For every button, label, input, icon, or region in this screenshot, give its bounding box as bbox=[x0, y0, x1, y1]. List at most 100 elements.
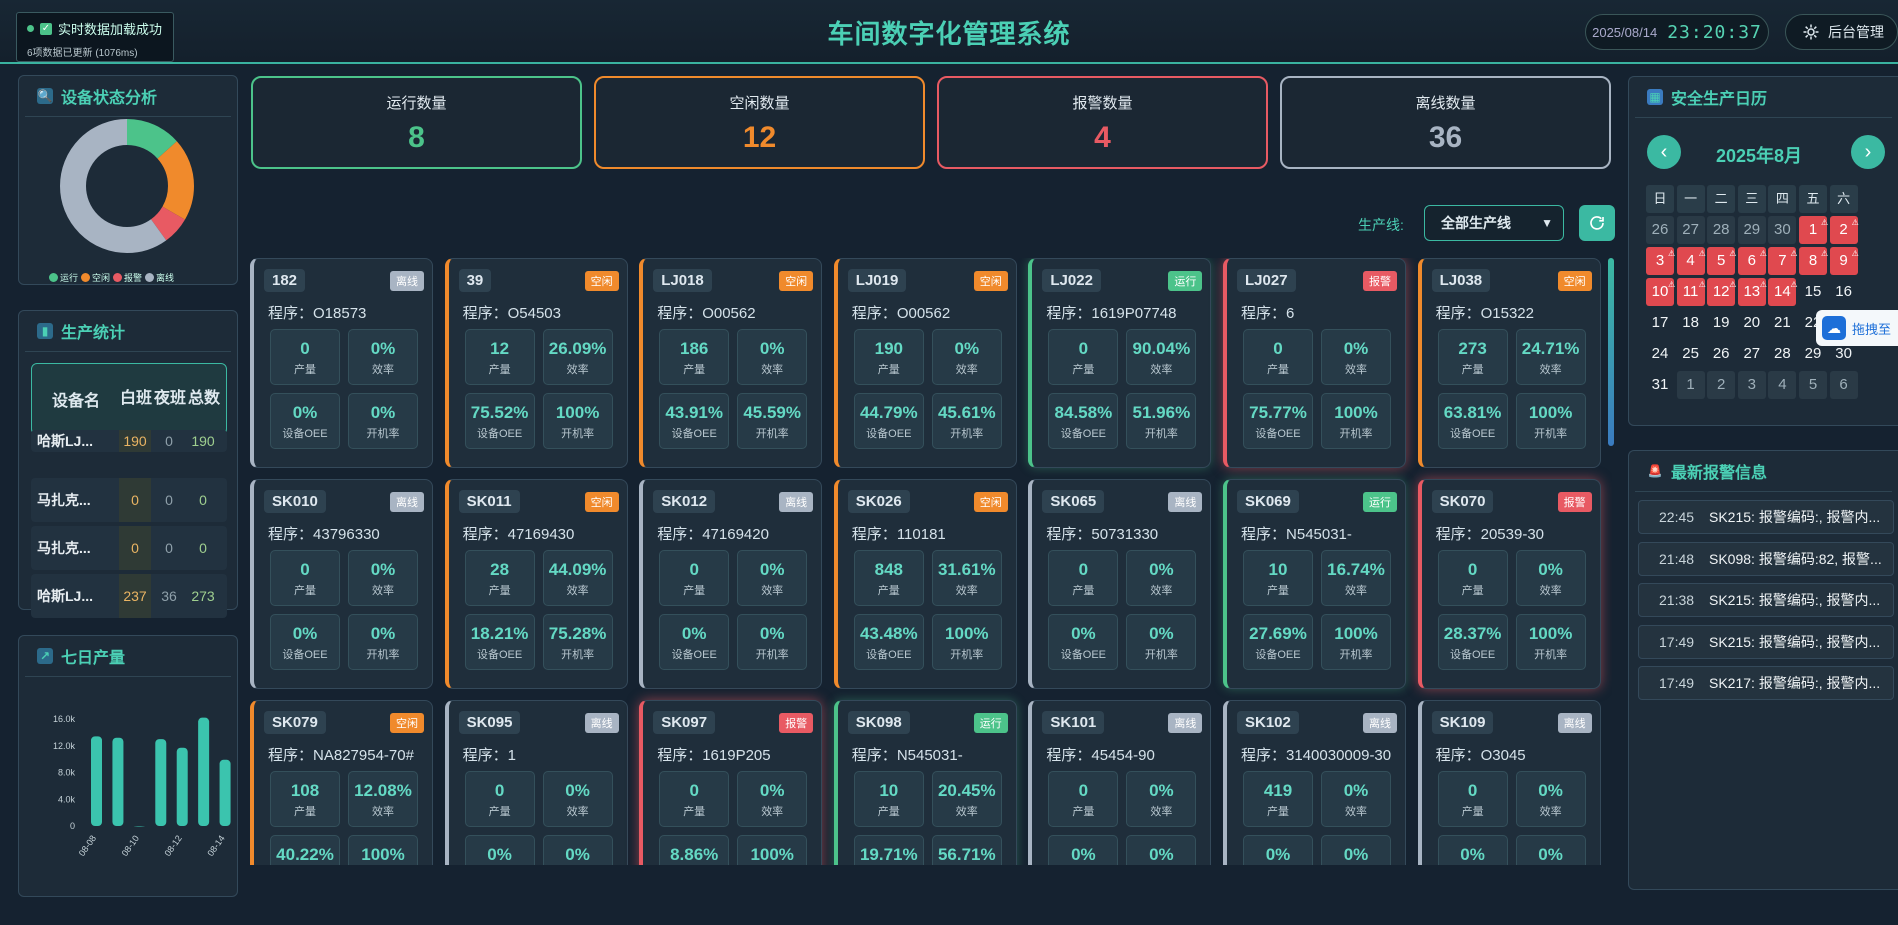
alarm-item[interactable]: 21:38 SK215: 报警编码:, 报警内... bbox=[1638, 583, 1894, 617]
device-card[interactable]: SK026 空闲 程序：110181 848 产量 31.61% 效率 43.48% 设备OEE… bbox=[833, 479, 1017, 689]
calendar-day[interactable]: 4 bbox=[1768, 371, 1797, 399]
device-card[interactable]: SK069 运行 程序：N545031- 10 产量 16.74% 效率 27.69% 设备OE… bbox=[1223, 479, 1406, 689]
calendar-day[interactable]: 2 bbox=[1707, 371, 1736, 399]
program-value: O00562 bbox=[702, 305, 756, 322]
device-card[interactable]: SK102离线程序：3140030009-30419产量0%效率0%设备OEE0… bbox=[1223, 700, 1406, 865]
calendar-day[interactable]: 21 bbox=[1774, 314, 1791, 331]
device-card[interactable]: SK065 离线 程序：50731330 0 产量 0% 效率 0% 设备OEE 0% 开机率 bbox=[1028, 479, 1212, 689]
metric-value: 419 bbox=[1263, 781, 1293, 800]
metric-value: 63.81% bbox=[1443, 403, 1502, 422]
alarm-item[interactable]: 17:49 SK217: 报警编码:, 报警内... bbox=[1638, 666, 1894, 700]
metric-value: 28 bbox=[490, 560, 510, 579]
device-card[interactable]: 39 空闲 程序：O54503 12 产量 26.09% 效率 75.52% 设备OEE 100%… bbox=[444, 258, 628, 468]
alarm-item[interactable]: 22:45 SK215: 报警编码:, 报警内... bbox=[1638, 500, 1894, 534]
calendar-title: 安全生产日历 bbox=[1671, 91, 1768, 108]
calendar-day[interactable]: 17 bbox=[1651, 314, 1669, 331]
calendar-day[interactable]: 25 bbox=[1682, 345, 1699, 362]
alarm-item[interactable]: 17:49 SK215: 报警编码:, 报警内... bbox=[1638, 624, 1894, 659]
calendar-day[interactable]: 5 bbox=[1799, 371, 1827, 399]
device-card[interactable]: LJ018 空闲 程序：O00562 186 产量 0% 效率 43.91% 设备OEE 45.5… bbox=[639, 258, 823, 468]
calendar-day[interactable]: 3 bbox=[1646, 247, 1674, 275]
metric-tile: 0% 效率 bbox=[1515, 771, 1586, 827]
calendar-day[interactable]: 16 bbox=[1835, 283, 1852, 300]
card-header: SK070 报警 bbox=[1431, 490, 1592, 513]
admin-button[interactable]: 后台管理 bbox=[1785, 14, 1898, 50]
drag-float-button[interactable]: ☁ 拖拽至 bbox=[1816, 310, 1898, 346]
card-header: LJ027 报警 bbox=[1237, 269, 1397, 292]
summary-label: 运行数量 bbox=[386, 95, 447, 112]
metric-value: 0% bbox=[1071, 624, 1096, 643]
calendar-day[interactable]: 10 bbox=[1646, 278, 1674, 306]
calendar-day[interactable]: 26 bbox=[1712, 345, 1730, 362]
calendar-day[interactable]: 20 bbox=[1743, 314, 1761, 331]
calendar-day[interactable]: 30 bbox=[1768, 216, 1797, 244]
calendar-day[interactable]: 2 bbox=[1829, 216, 1858, 244]
device-card[interactable]: LJ022 运行 程序：1619P07748 0 产量 90.04% 效率 84.58% 设备O… bbox=[1028, 258, 1212, 468]
device-card[interactable]: 182 离线 程序：O18573 0 产量 0% 效率 0% 设备OEE 0% 开机率 bbox=[250, 258, 433, 468]
device-card[interactable]: SK079 空闲 程序：NA827954-70# 108 产量 12.08% 效率 40.22… bbox=[250, 700, 433, 865]
prev-month-button[interactable]: ‹ bbox=[1647, 135, 1681, 169]
metric-label: 开机率 bbox=[755, 428, 789, 440]
device-card[interactable]: SK012 离线 程序：47169420 0 产量 0% 效率 0% 设备OEE 0% 开机率 bbox=[639, 479, 823, 689]
calendar-day[interactable]: 18 bbox=[1682, 314, 1699, 331]
device-card[interactable]: SK010 离线 程序：43796330 0 产量 0% 效率 0% 设备OEE 0% 开机率 bbox=[250, 479, 433, 689]
device-card[interactable]: LJ019 空闲 程序：O00562 190 产量 0% 效率 44.79% 设备OEE 45.6… bbox=[833, 258, 1017, 468]
calendar-day[interactable]: 13 bbox=[1737, 278, 1766, 306]
calendar-day[interactable]: 1 bbox=[1676, 371, 1705, 399]
calendar-day[interactable]: 6 bbox=[1737, 247, 1766, 275]
calendar-day[interactable]: 27 bbox=[1676, 216, 1705, 244]
device-card[interactable]: SK011 空闲 程序：47169430 28 产量 44.09% 效率 18.21% 设备OE… bbox=[444, 479, 628, 689]
calendar-day[interactable]: 9 bbox=[1829, 247, 1858, 275]
metric-value: 56.71% bbox=[937, 845, 996, 864]
gear-icon bbox=[1803, 24, 1819, 40]
device-card[interactable]: LJ038 空闲 程序：O15322 273 产量 24.71% 效率 63.81% 设备OEE… bbox=[1417, 258, 1601, 468]
calendar-day[interactable]: 12 bbox=[1707, 278, 1736, 306]
device-card[interactable]: SK070 报警 程序：20539-30 0 产量 0% 效率 28.37% 设备OEE 100%… bbox=[1417, 479, 1601, 689]
device-card[interactable]: SK097报警程序：1619P2050产量0%效率8.86%设备OEE100%开… bbox=[639, 700, 823, 865]
line-select[interactable]: 全部生产线 ▼ bbox=[1424, 205, 1564, 241]
calendar-day[interactable]: 6 bbox=[1829, 371, 1858, 399]
calendar-day[interactable]: 7 bbox=[1768, 247, 1797, 275]
calendar-day[interactable]: 3 bbox=[1737, 371, 1766, 399]
grid-scrollbar[interactable] bbox=[1608, 258, 1614, 446]
calendar-day[interactable]: 29 bbox=[1804, 345, 1822, 362]
metric-label: 产量 bbox=[683, 364, 706, 376]
donut-slice-offline bbox=[60, 119, 194, 253]
status-badge: 空闲 bbox=[779, 270, 814, 291]
calendar-day[interactable]: 15 bbox=[1804, 283, 1822, 300]
calendar-day[interactable]: 8 bbox=[1799, 247, 1827, 275]
calendar-day[interactable]: 4 bbox=[1676, 247, 1705, 275]
calendar-day[interactable]: 19 bbox=[1712, 314, 1730, 331]
device-card[interactable]: LJ027 报警 程序：6 0 产量 0% 效率 75.77% 设备OEE 100% 开机率 bbox=[1223, 258, 1406, 468]
next-month-button[interactable]: › bbox=[1851, 135, 1885, 169]
calendar-day[interactable]: 5 bbox=[1707, 247, 1736, 275]
alarm-item[interactable]: 21:48 SK098: 报警编码:82, 报警... bbox=[1638, 541, 1894, 576]
calendar-day[interactable]: 28 bbox=[1774, 345, 1791, 362]
metric-label: 开机率 bbox=[1144, 428, 1178, 440]
calendar-day[interactable]: 14 bbox=[1768, 278, 1797, 306]
calendar-day[interactable]: 29 bbox=[1737, 216, 1766, 244]
program-prefix: 程序： bbox=[1046, 526, 1092, 543]
calendar-day[interactable]: 11 bbox=[1676, 278, 1705, 306]
calendar-day[interactable]: 31 bbox=[1651, 376, 1669, 393]
metric-value: 18.21% bbox=[470, 624, 529, 643]
refresh-button[interactable] bbox=[1579, 205, 1615, 241]
metric-value: 0% bbox=[292, 403, 318, 422]
metric-value: 44.79% bbox=[859, 403, 918, 422]
calendar-day[interactable]: 26 bbox=[1646, 216, 1674, 244]
calendar-day[interactable]: 24 bbox=[1651, 345, 1669, 362]
weekday-header: 五 bbox=[1799, 185, 1827, 213]
metric-label: 效率 bbox=[372, 364, 394, 376]
calendar-day[interactable]: 30 bbox=[1835, 345, 1852, 362]
program-value: O00562 bbox=[896, 305, 951, 322]
calendar-day[interactable]: 27 bbox=[1743, 345, 1761, 362]
calendar-day[interactable]: 1 bbox=[1799, 216, 1827, 244]
calendar-day[interactable]: 28 bbox=[1707, 216, 1736, 244]
legend-run: 运行 bbox=[60, 273, 79, 283]
